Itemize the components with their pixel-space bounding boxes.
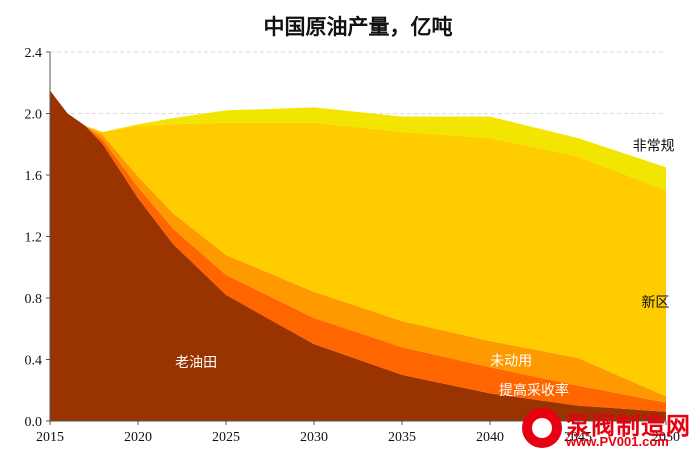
y-tick-label-2: 0.8 [25,292,43,307]
series-label-2: 未动用 [490,354,532,370]
watermark-url: www.PV001.com [566,434,669,449]
series-label-1: 提高采收率 [499,382,569,399]
watermark-name: 泵阀制造网 [566,412,691,440]
x-tick-label-4: 2035 [388,430,416,445]
x-tick-label-0: 2015 [36,430,64,445]
series-label-3: 新区 [641,295,669,311]
watermark: 泵阀制造网 www.PV001.com [522,406,694,452]
series-label-0: 老油田 [175,355,217,371]
area-series-2 [50,90,666,403]
y-tick-label-0: 0.0 [25,415,43,430]
x-tick-label-1: 2020 [124,430,152,445]
series-label-4: 非常规 [633,138,675,154]
area-series-0 [50,90,666,421]
y-tick-label-4: 1.6 [25,169,43,184]
watermark-logo-icon [522,408,562,448]
stacked-areas [50,90,666,421]
y-tick-label-6: 2.4 [25,46,43,61]
y-tick-label-3: 1.2 [25,231,43,246]
y-tick-label-5: 2.0 [25,108,43,123]
axes: 0.0 0.4 0.8 1.2 1.6 2.0 2.4 2015 2020 2025 2030 203… [25,46,681,445]
chart-title: 中国原油产量，亿吨 [264,14,453,39]
area-series-1 [50,90,666,412]
x-tick-label-5: 2040 [476,430,504,445]
x-tick-label-7: 2050 [652,430,680,445]
x-tick-label-6: 2045 [564,430,592,445]
area-series-3 [50,90,666,397]
area-series-4 [50,90,666,191]
x-tick-label-3: 2030 [300,430,328,445]
y-tick-label-1: 0.4 [25,354,43,369]
x-tick-label-2: 2025 [212,430,240,445]
